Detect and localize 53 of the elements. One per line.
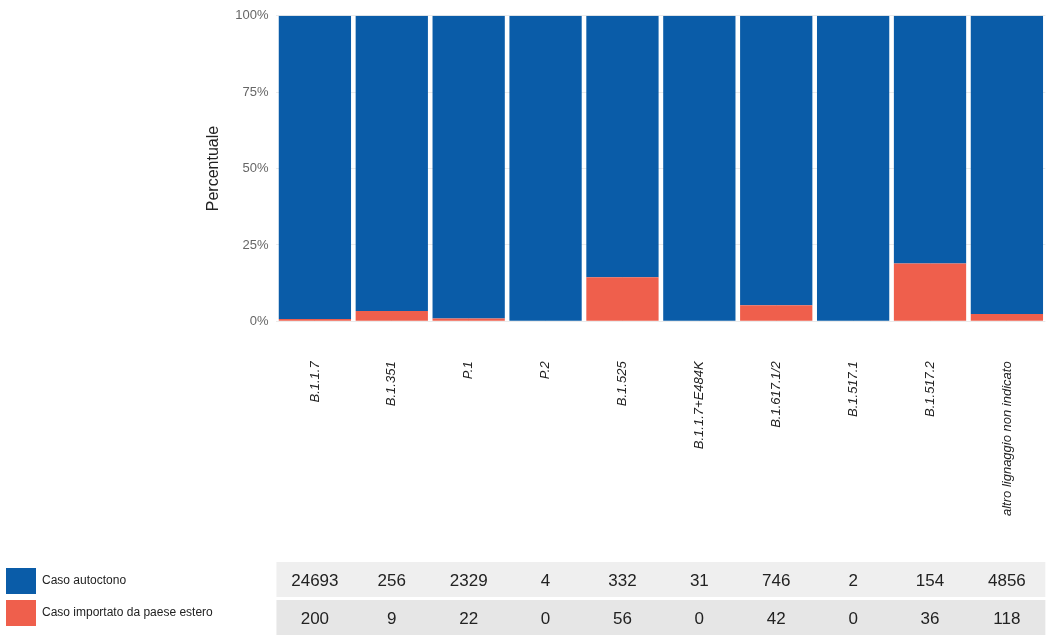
x-tick-label: B.1.517.2: [921, 360, 937, 417]
bar: [278, 15, 352, 319]
text: 2329: [449, 570, 488, 590]
text: 9: [387, 608, 397, 628]
text: 4856: [987, 570, 1026, 590]
bar: [970, 314, 1044, 321]
y-tick-label: 75%: [242, 83, 269, 99]
y-tick-label: 0%: [249, 312, 269, 328]
bar: [432, 15, 505, 319]
text: 36: [920, 608, 940, 628]
bar: [586, 277, 659, 321]
text: 22: [459, 608, 479, 628]
bar: [893, 263, 967, 321]
text: 332: [608, 570, 637, 590]
text: 0: [540, 608, 551, 628]
y-axis-title: Percentuale: [204, 125, 222, 212]
x-tick-label: B.1.617.1/2: [767, 360, 783, 428]
text: 154: [915, 570, 945, 590]
bar: [740, 15, 813, 306]
x-tick-label: P.2: [537, 360, 553, 380]
bar: [509, 15, 582, 321]
x-tick-label: B.1.351: [383, 361, 399, 407]
text: 42: [766, 608, 786, 628]
x-tick-label: B.1.525: [614, 360, 630, 407]
text: 0: [694, 608, 705, 628]
y-tick-label: 50%: [242, 160, 269, 176]
text: 24693: [291, 570, 339, 590]
bar: [355, 15, 428, 311]
text: 118: [993, 608, 1021, 628]
bar: [586, 15, 659, 278]
text: 256: [377, 570, 406, 590]
y-tick-label: 25%: [242, 236, 269, 252]
bar: [816, 15, 890, 321]
legend-label: Caso importato da paese estero: [42, 605, 214, 620]
text: 200: [300, 608, 330, 628]
legend-label: Caso autoctono: [42, 573, 127, 588]
text: 0: [848, 608, 858, 628]
x-tick-label: B.1.1.7: [306, 360, 322, 403]
text: 2: [848, 570, 858, 590]
bar: [893, 15, 967, 264]
x-tick-label: B.1.517.1: [844, 361, 860, 417]
text: 56: [612, 608, 632, 628]
x-tick-label: B.1.1.7+E484K: [690, 360, 706, 450]
x-tick-label: altro lignaggio non indicato: [998, 361, 1014, 516]
y-tick-label: 100%: [235, 7, 269, 23]
bar: [355, 310, 428, 321]
text: 4: [540, 570, 551, 590]
bar: [740, 305, 813, 321]
bar: [663, 15, 736, 321]
text: 746: [762, 570, 791, 590]
x-tick-label: P.1: [460, 361, 476, 380]
bar: [970, 15, 1044, 314]
text: 31: [689, 570, 709, 590]
